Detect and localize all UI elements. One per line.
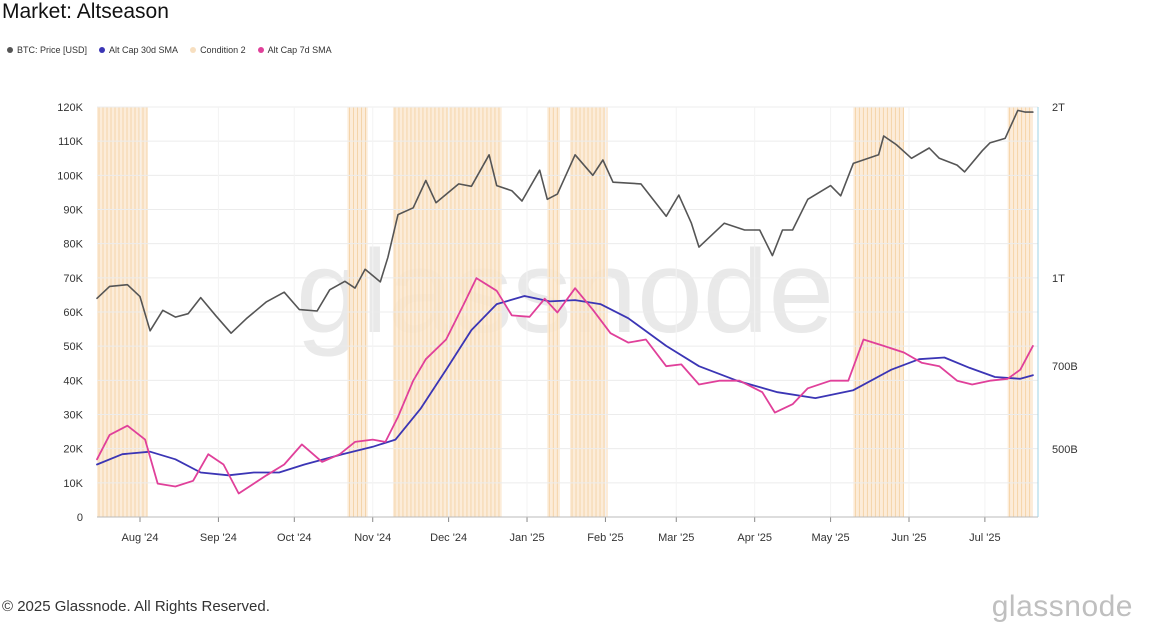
legend-label-alt-cap-7d: Alt Cap 7d SMA (267, 45, 332, 55)
x-tick-label: Sep '24 (200, 532, 237, 544)
x-tick-label: Nov '24 (354, 532, 391, 544)
x-tick-label: Jul '25 (969, 532, 1000, 544)
y-left-tick-label: 120K (57, 102, 83, 114)
chart-watermark: glassnode (296, 226, 834, 358)
btc-price-line (96, 109, 1034, 334)
legend-label-btc-price: BTC: Price [USD] (17, 45, 88, 55)
y-left-tick-label: 50K (63, 341, 83, 353)
legend-dot-alt-cap-7d (257, 47, 264, 53)
y-left-tick-label: 40K (63, 375, 83, 387)
chart-legend: BTC: Price [USD] Alt Cap 30d SMA Conditi… (7, 45, 332, 55)
legend-item-condition-2[interactable]: Condition 2 (190, 45, 246, 55)
copyright-footer: © 2025 Glassnode. All Rights Reserved. (2, 598, 270, 615)
y-left-tick-label: 10K (63, 478, 83, 490)
alt-cap-30d-sma-line (96, 295, 1034, 477)
y-right-tick-label: 700B (1052, 361, 1078, 373)
y-left-tick-label: 100K (57, 170, 83, 182)
legend-label-condition-2: Condition 2 (200, 45, 246, 55)
legend-item-btc-price[interactable]: BTC: Price [USD] (7, 45, 87, 55)
y-right-tick-label: 2T (1052, 102, 1065, 114)
x-tick-label: Apr '25 (737, 532, 772, 544)
x-tick-label: Dec '24 (430, 532, 467, 544)
y-left-tick-label: 110K (58, 136, 84, 148)
x-tick-label: Aug '24 (122, 532, 159, 544)
x-tick-label: Jun '25 (891, 532, 926, 544)
brand-logo: glassnode (991, 590, 1133, 623)
y-right-tick-label: 1T (1052, 273, 1065, 285)
x-tick-label: Oct '24 (277, 532, 312, 544)
alt-cap-7d-sma-line (96, 277, 1034, 495)
y-left-tick-label: 70K (63, 273, 83, 285)
y-left-tick-label: 20K (63, 444, 83, 456)
legend-dot-btc-price (7, 47, 13, 53)
legend-item-alt-cap-7d[interactable]: Alt Cap 7d SMA (257, 45, 332, 55)
legend-item-alt-cap-30d[interactable]: Alt Cap 30d SMA (99, 45, 178, 55)
y-left-tick-label: 30K (63, 410, 83, 422)
page-title: Market: Altseason (2, 0, 169, 23)
legend-label-alt-cap-30d: Alt Cap 30d SMA (109, 45, 179, 55)
x-tick-label: Jan '25 (509, 532, 544, 544)
x-tick-label: Mar '25 (658, 532, 694, 544)
y-left-tick-label: 80K (63, 239, 83, 251)
y-right-tick-label: 500B (1052, 444, 1078, 456)
y-left-tick-label: 0 (77, 512, 83, 524)
x-tick-label: May '25 (811, 532, 849, 544)
y-left-tick-label: 90K (63, 205, 83, 217)
y-left-tick-label: 60K (63, 307, 83, 319)
legend-dot-alt-cap-30d (99, 47, 106, 53)
x-tick-label: Feb '25 (587, 532, 623, 544)
legend-dot-condition-2 (190, 47, 197, 53)
